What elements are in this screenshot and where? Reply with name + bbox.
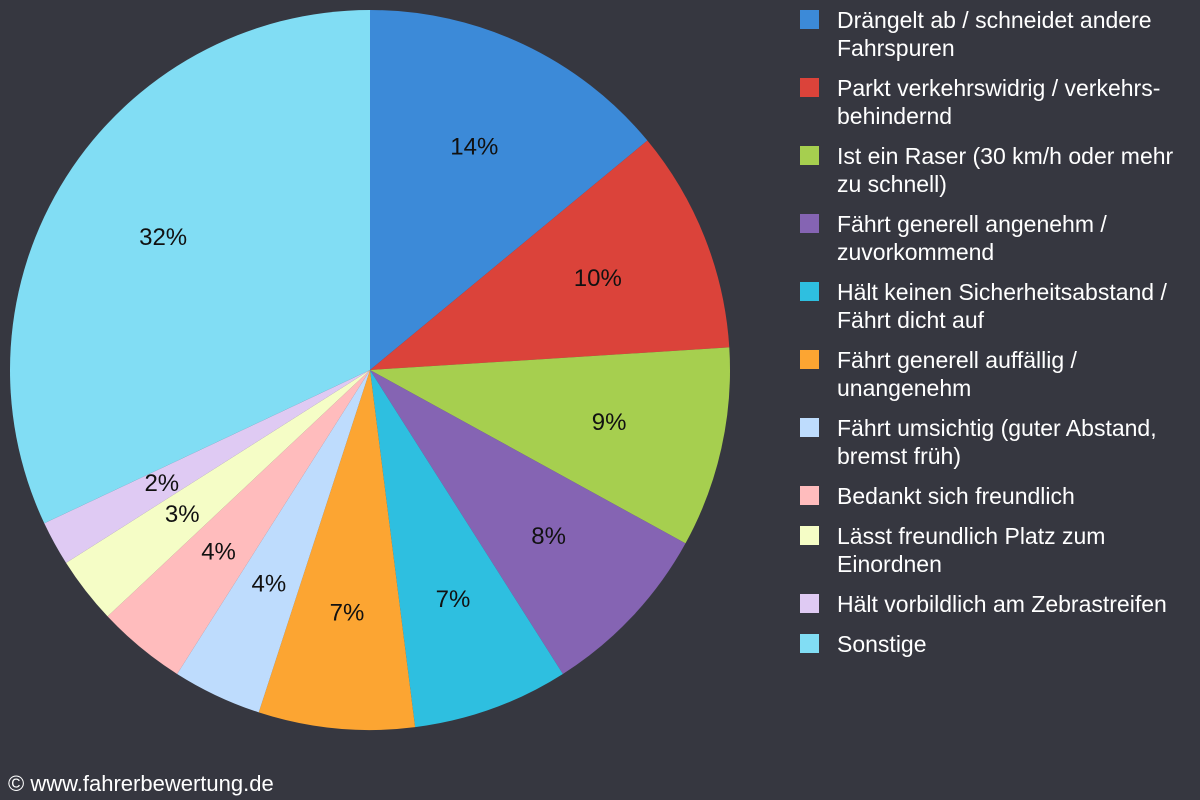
legend-label-0: Drängelt ab / schneidet andere Fahrspure…	[837, 7, 1152, 61]
legend-item-7: Bedankt sich freundlich	[800, 482, 1195, 510]
pie-slice-label-5: 7%	[330, 599, 365, 626]
legend-label-3: Fährt generell angenehm / zuvorkommend	[837, 211, 1107, 265]
legend-item-5: Fährt generell auffällig / unangenehm	[800, 346, 1195, 402]
legend-item-2: Ist ein Raser (30 km/h oder mehr zu schn…	[800, 142, 1195, 198]
legend-swatch-5	[800, 350, 819, 369]
legend-label-10: Sonstige	[837, 631, 927, 657]
legend-swatch-3	[800, 214, 819, 233]
legend-label-5: Fährt generell auffällig / unangenehm	[837, 347, 1077, 401]
pie-slice-1	[370, 140, 730, 370]
pie-slice-10	[9, 10, 371, 524]
pie-slice-label-8: 3%	[165, 501, 200, 528]
legend-swatch-7	[800, 486, 819, 505]
legend-item-1: Parkt verkehrswidrig / verkehrs-behinder…	[800, 74, 1195, 130]
pie-slice-5	[258, 370, 416, 730]
legend-swatch-6	[800, 418, 819, 437]
pie-slice-3	[370, 370, 686, 674]
legend-label-4: Hält keinen Sicherheitsabstand / Fährt d…	[837, 279, 1167, 333]
pie-slice-2	[370, 347, 730, 544]
legend-swatch-8	[800, 526, 819, 545]
pie-slice-label-1: 10%	[574, 265, 622, 292]
copyright-text: © www.fahrerbewertung.de	[8, 771, 274, 796]
pie-slice-label-0: 14%	[450, 134, 498, 161]
pie-slice-label-10: 32%	[139, 224, 187, 251]
legend-item-4: Hält keinen Sicherheitsabstand / Fährt d…	[800, 278, 1195, 334]
pie-slice-labels: 14%10%9%8%7%7%4%4%3%2%32%	[139, 134, 626, 627]
pie-slice-8	[66, 370, 371, 617]
legend-label-8: Lässt freundlich Platz zum Einordnen	[837, 523, 1106, 577]
legend-swatch-9	[800, 594, 819, 613]
pie-slice-4	[370, 370, 563, 728]
legend-swatch-0	[800, 10, 819, 29]
pie-slice-label-7: 4%	[201, 538, 236, 565]
pie-slice-label-4: 7%	[436, 586, 471, 613]
legend-label-9: Hält vorbildlich am Zebrastreifen	[837, 591, 1167, 617]
pie-slice-label-9: 2%	[144, 470, 179, 497]
pie-slice-label-3: 8%	[531, 523, 566, 550]
pie-slice-6	[177, 370, 370, 713]
pie-slices	[9, 10, 730, 730]
legend-item-8: Lässt freundlich Platz zum Einordnen	[800, 522, 1195, 578]
legend-item-0: Drängelt ab / schneidet andere Fahrspure…	[800, 6, 1195, 62]
pie-slice-label-2: 9%	[592, 409, 627, 436]
pie-slice-0	[370, 10, 648, 370]
legend-label-6: Fährt umsichtig (guter Abstand, bremst f…	[837, 415, 1157, 469]
legend-swatch-1	[800, 78, 819, 97]
legend-swatch-10	[800, 634, 819, 653]
legend-label-1: Parkt verkehrswidrig / verkehrs-behinder…	[837, 75, 1161, 129]
pie-slice-9	[44, 370, 370, 563]
legend-item-6: Fährt umsichtig (guter Abstand, bremst f…	[800, 414, 1195, 470]
pie-chart-svg: 14%10%9%8%7%7%4%4%3%2%32%	[9, 10, 730, 730]
legend-swatch-2	[800, 146, 819, 165]
chart-legend: Drängelt ab / schneidet andere Fahrspure…	[800, 6, 1195, 670]
legend-item-3: Fährt generell angenehm / zuvorkommend	[800, 210, 1195, 266]
legend-item-10: Sonstige	[800, 630, 1195, 658]
pie-slice-label-6: 4%	[251, 570, 286, 597]
pie-slice-7	[107, 370, 371, 674]
legend-label-7: Bedankt sich freundlich	[837, 483, 1075, 509]
legend-item-9: Hält vorbildlich am Zebrastreifen	[800, 590, 1195, 618]
legend-label-2: Ist ein Raser (30 km/h oder mehr zu schn…	[837, 143, 1174, 197]
legend-swatch-4	[800, 282, 819, 301]
pie-chart: 14% 10% 9% 8% 7% 7% 4% 4% 3% 2% 32%	[9, 10, 730, 730]
